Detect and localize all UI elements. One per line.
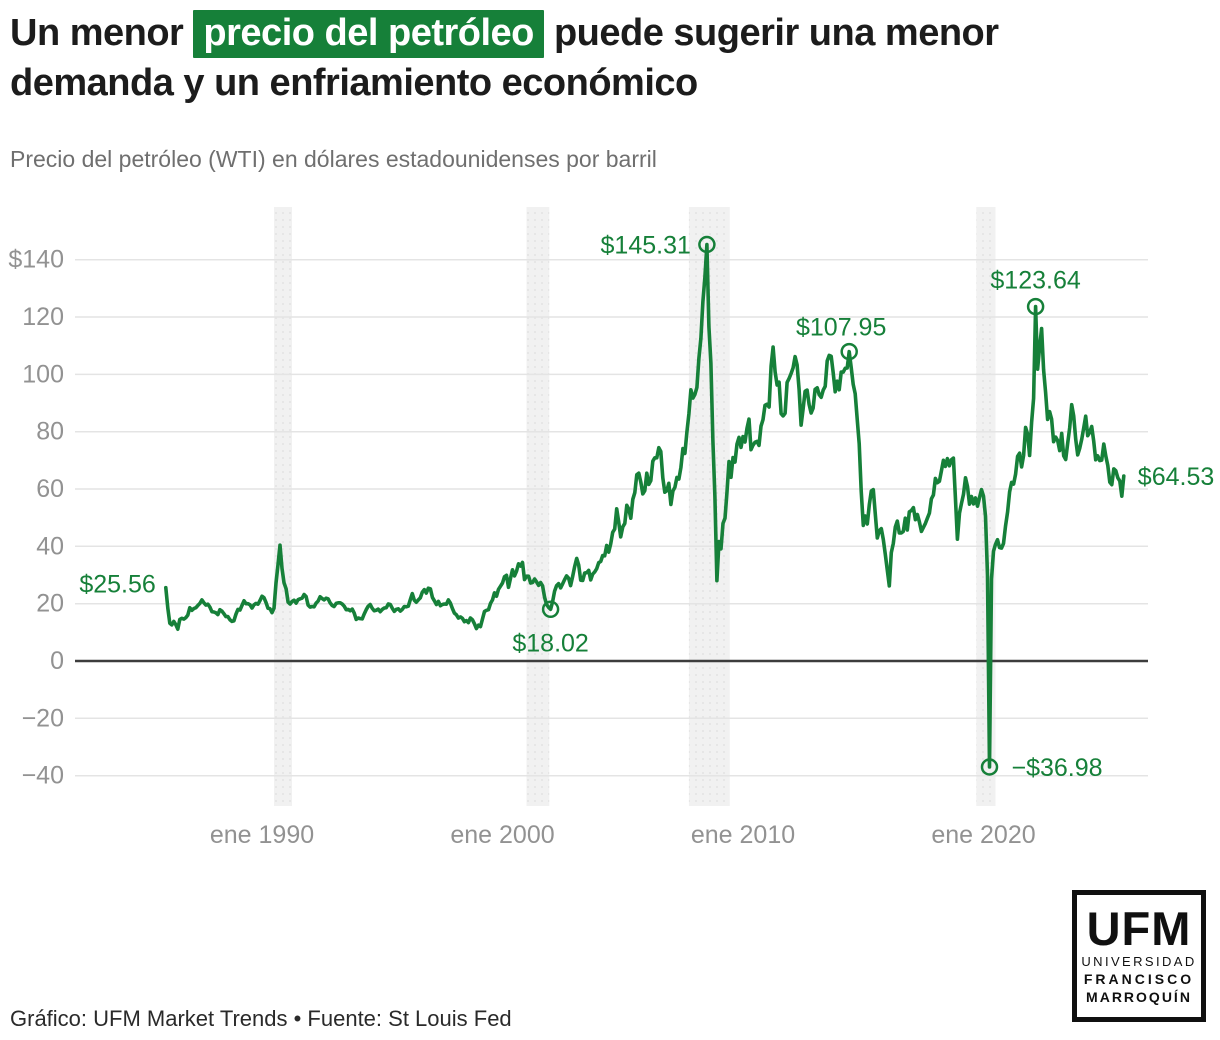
y-axis-label: 20 <box>36 590 64 618</box>
annotation-marker <box>980 758 999 776</box>
chart-header: Un menor precio del petróleo puede suger… <box>10 8 1130 172</box>
wti-price-line <box>164 242 1126 769</box>
recession-bands-layer <box>274 207 996 806</box>
annotation-label: $123.64 <box>990 267 1080 295</box>
y-axis-label: 60 <box>36 475 64 503</box>
y-axis-label: −20 <box>22 704 64 732</box>
ufm-logo-acronym: UFM <box>1086 902 1192 955</box>
annotation-label: $145.31 <box>601 232 691 260</box>
y-axis-label: 100 <box>22 360 64 388</box>
x-axis-label: ene 2020 <box>931 821 1035 849</box>
series-layer <box>164 242 1126 769</box>
title-part2: puede sugerir una menor demanda y un enf… <box>10 12 999 104</box>
annotation-label: $107.95 <box>796 314 886 342</box>
annotation-marker <box>1026 297 1045 316</box>
axis-labels-layer: $140 120 100 80 60 40 20 0 −20 −40 ene 1990 ene 200… <box>8 246 1035 849</box>
y-axis-label: 0 <box>50 647 64 675</box>
annotation-marker <box>840 342 858 361</box>
y-axis-label: 80 <box>36 418 64 446</box>
title-highlight: precio del petróleo <box>193 10 544 58</box>
annotations-layer: $25.56 $18.02 $145.31 $107.95 $123.64 −$36.98… <box>79 232 1214 783</box>
source-credit: Gráfico: UFM Market Trends • Fuente: St … <box>10 1006 512 1031</box>
annotation-label: $64.53 <box>1138 463 1214 491</box>
annotation-marker <box>698 235 716 254</box>
annotation-label: $18.02 <box>512 629 588 657</box>
ufm-logo-universidad: UNIVERSIDAD <box>1081 954 1197 969</box>
title-part1: Un menor <box>10 12 184 54</box>
y-axis-label: 120 <box>22 303 64 331</box>
annotation-label: −$36.98 <box>1012 754 1103 782</box>
x-axis-label: ene 1990 <box>210 821 314 849</box>
chart-title: Un menor precio del petróleo puede suger… <box>10 8 1115 108</box>
ufm-logo-marroquin: MARROQUÍN <box>1086 989 1192 1005</box>
x-axis-label: ene 2000 <box>450 821 554 849</box>
chart-subtitle: Precio del petróleo (WTI) en dólares est… <box>10 146 657 172</box>
annotation-marker <box>541 600 560 619</box>
y-axis-label: −40 <box>22 762 64 790</box>
recession-band <box>274 207 292 806</box>
y-axis-label: 40 <box>36 532 64 560</box>
x-axis-label: ene 2010 <box>691 821 795 849</box>
y-axis-label: $140 <box>8 246 64 274</box>
ufm-logo: UFM UNIVERSIDAD FRANCISCO MARROQUÍN <box>1072 890 1206 1022</box>
recession-band <box>526 207 550 806</box>
ufm-logo-francisco: FRANCISCO <box>1083 971 1195 987</box>
annotation-label: $25.56 <box>79 571 155 599</box>
